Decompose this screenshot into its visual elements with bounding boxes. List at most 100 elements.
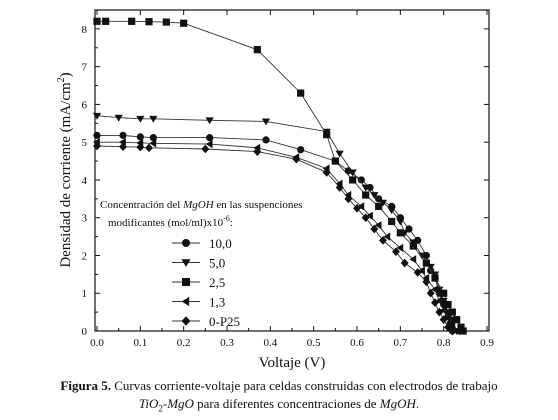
data-point: [145, 18, 153, 26]
data-point: [136, 142, 145, 152]
data-point: [379, 236, 387, 245]
data-point: [453, 316, 461, 324]
data-point: [361, 213, 370, 223]
data-point: [361, 184, 370, 192]
data-point: [180, 19, 188, 27]
x-tick-label: 0.9: [480, 337, 494, 349]
data-point: [435, 307, 444, 317]
figure-caption: Figura 5. Curvas corriente-voltaje para …: [0, 377, 558, 413]
data-point: [457, 323, 465, 331]
y-tick-label: 2: [82, 250, 88, 262]
caption-tio: TiO: [138, 396, 159, 411]
data-point: [149, 134, 157, 142]
series-diamond: [93, 141, 457, 336]
y-axis-title-sup: 2: [56, 77, 67, 82]
data-point: [422, 277, 431, 287]
data-point: [335, 183, 344, 192]
data-point: [335, 150, 344, 158]
legend-title-part-3: en las suspenciones: [214, 199, 303, 211]
data-point: [349, 176, 357, 184]
data-point: [297, 89, 305, 97]
x-tick-label: 0.8: [437, 337, 451, 349]
x-tick-label: 0.1: [133, 337, 147, 349]
data-point: [422, 259, 430, 267]
legend-entry: 5,0: [172, 256, 225, 271]
x-tick-label: 0.6: [350, 337, 364, 349]
data-point: [387, 207, 396, 215]
y-tick-label: 4: [82, 175, 88, 187]
data-point: [136, 115, 145, 123]
y-axis-title: Densidad de corriente (mA/cm2): [56, 72, 74, 267]
legend-entry: 0-P25: [172, 314, 240, 329]
x-tick-label: 0.5: [307, 337, 321, 349]
data-point: [370, 192, 379, 200]
data-point: [444, 313, 451, 322]
axis-ticks: 0.0 0.1 0.2 0.3 0.4 0.5 0.6 0.7 0.8 0.9 0 1 2 3 4 5 6 7 8: [82, 10, 494, 349]
caption-line-2: TiO2-MgO para diferentes concentraciones…: [0, 395, 558, 413]
data-point: [93, 141, 101, 151]
y-tick-label: 7: [82, 62, 88, 74]
data-point: [413, 268, 422, 277]
caption-text-2: para diferentes concentraciones de: [193, 396, 380, 411]
data-point: [396, 229, 404, 237]
caption-label: Figura 5.: [60, 378, 111, 393]
x-axis-title: Voltaje (V): [259, 355, 326, 371]
data-point: [344, 194, 353, 204]
data-point: [448, 321, 456, 330]
data-point: [366, 211, 373, 220]
legend-marker: [181, 316, 191, 326]
data-point: [114, 114, 123, 122]
data-point: [374, 221, 382, 230]
data-point: [439, 306, 447, 315]
data-point: [331, 157, 339, 165]
series-line: [97, 141, 458, 332]
caption-line-1: Figura 5. Curvas corriente-voltaje para …: [0, 377, 558, 395]
data-point: [201, 144, 210, 154]
data-point: [400, 258, 409, 268]
data-point: [448, 326, 457, 336]
series-layer: [92, 17, 467, 336]
series-square: [93, 17, 467, 335]
data-point: [323, 131, 331, 139]
data-point: [162, 18, 170, 26]
data-point: [119, 142, 127, 152]
legend-entries: 10,0 5,0 2,5 1,3 0-P25: [172, 236, 240, 329]
data-point: [261, 118, 271, 126]
data-point: [136, 133, 144, 141]
data-point: [93, 131, 101, 139]
series-line: [97, 20, 464, 332]
legend-label: 5,0: [209, 256, 225, 271]
series-line: [96, 145, 453, 332]
data-point: [93, 17, 101, 25]
data-point: [206, 134, 214, 142]
legend-title-colon: :: [230, 217, 233, 229]
caption-mgoh: MgOH: [379, 396, 416, 411]
data-point: [459, 327, 467, 335]
legend-title-part-1: Concentración del: [100, 199, 183, 211]
legend-marker: [182, 278, 190, 286]
data-point: [378, 199, 388, 207]
data-point: [435, 296, 443, 305]
legend-label: 0-P25: [209, 314, 240, 329]
y-tick-label: 8: [82, 24, 88, 36]
y-axis-title-text: Densidad de corriente (mA/cm: [58, 82, 74, 268]
legend: Concentración del MgOH en las suspencion…: [100, 199, 303, 329]
x-tick-label: 0.0: [90, 337, 104, 349]
iv-curve-chart: 0.0 0.1 0.2 0.3 0.4 0.5 0.6 0.7 0.8 0.9012345678 …: [56, 9, 494, 371]
data-point: [149, 115, 158, 123]
legend-entry: 2,5: [172, 275, 225, 290]
data-point: [414, 236, 422, 244]
legend-title-mgoh: MgOH: [182, 199, 215, 211]
caption-mgo: -MgO: [162, 396, 194, 411]
data-point: [418, 266, 425, 275]
data-point: [396, 218, 405, 226]
legend-label: 1,3: [209, 295, 225, 310]
data-point: [392, 247, 400, 257]
data-point: [348, 169, 357, 177]
legend-marker: [181, 296, 190, 307]
x-tick-label: 0.3: [220, 337, 234, 349]
data-point: [431, 274, 439, 282]
legend-marker: [182, 239, 190, 247]
data-point: [119, 131, 127, 139]
caption-end: .: [415, 396, 420, 411]
